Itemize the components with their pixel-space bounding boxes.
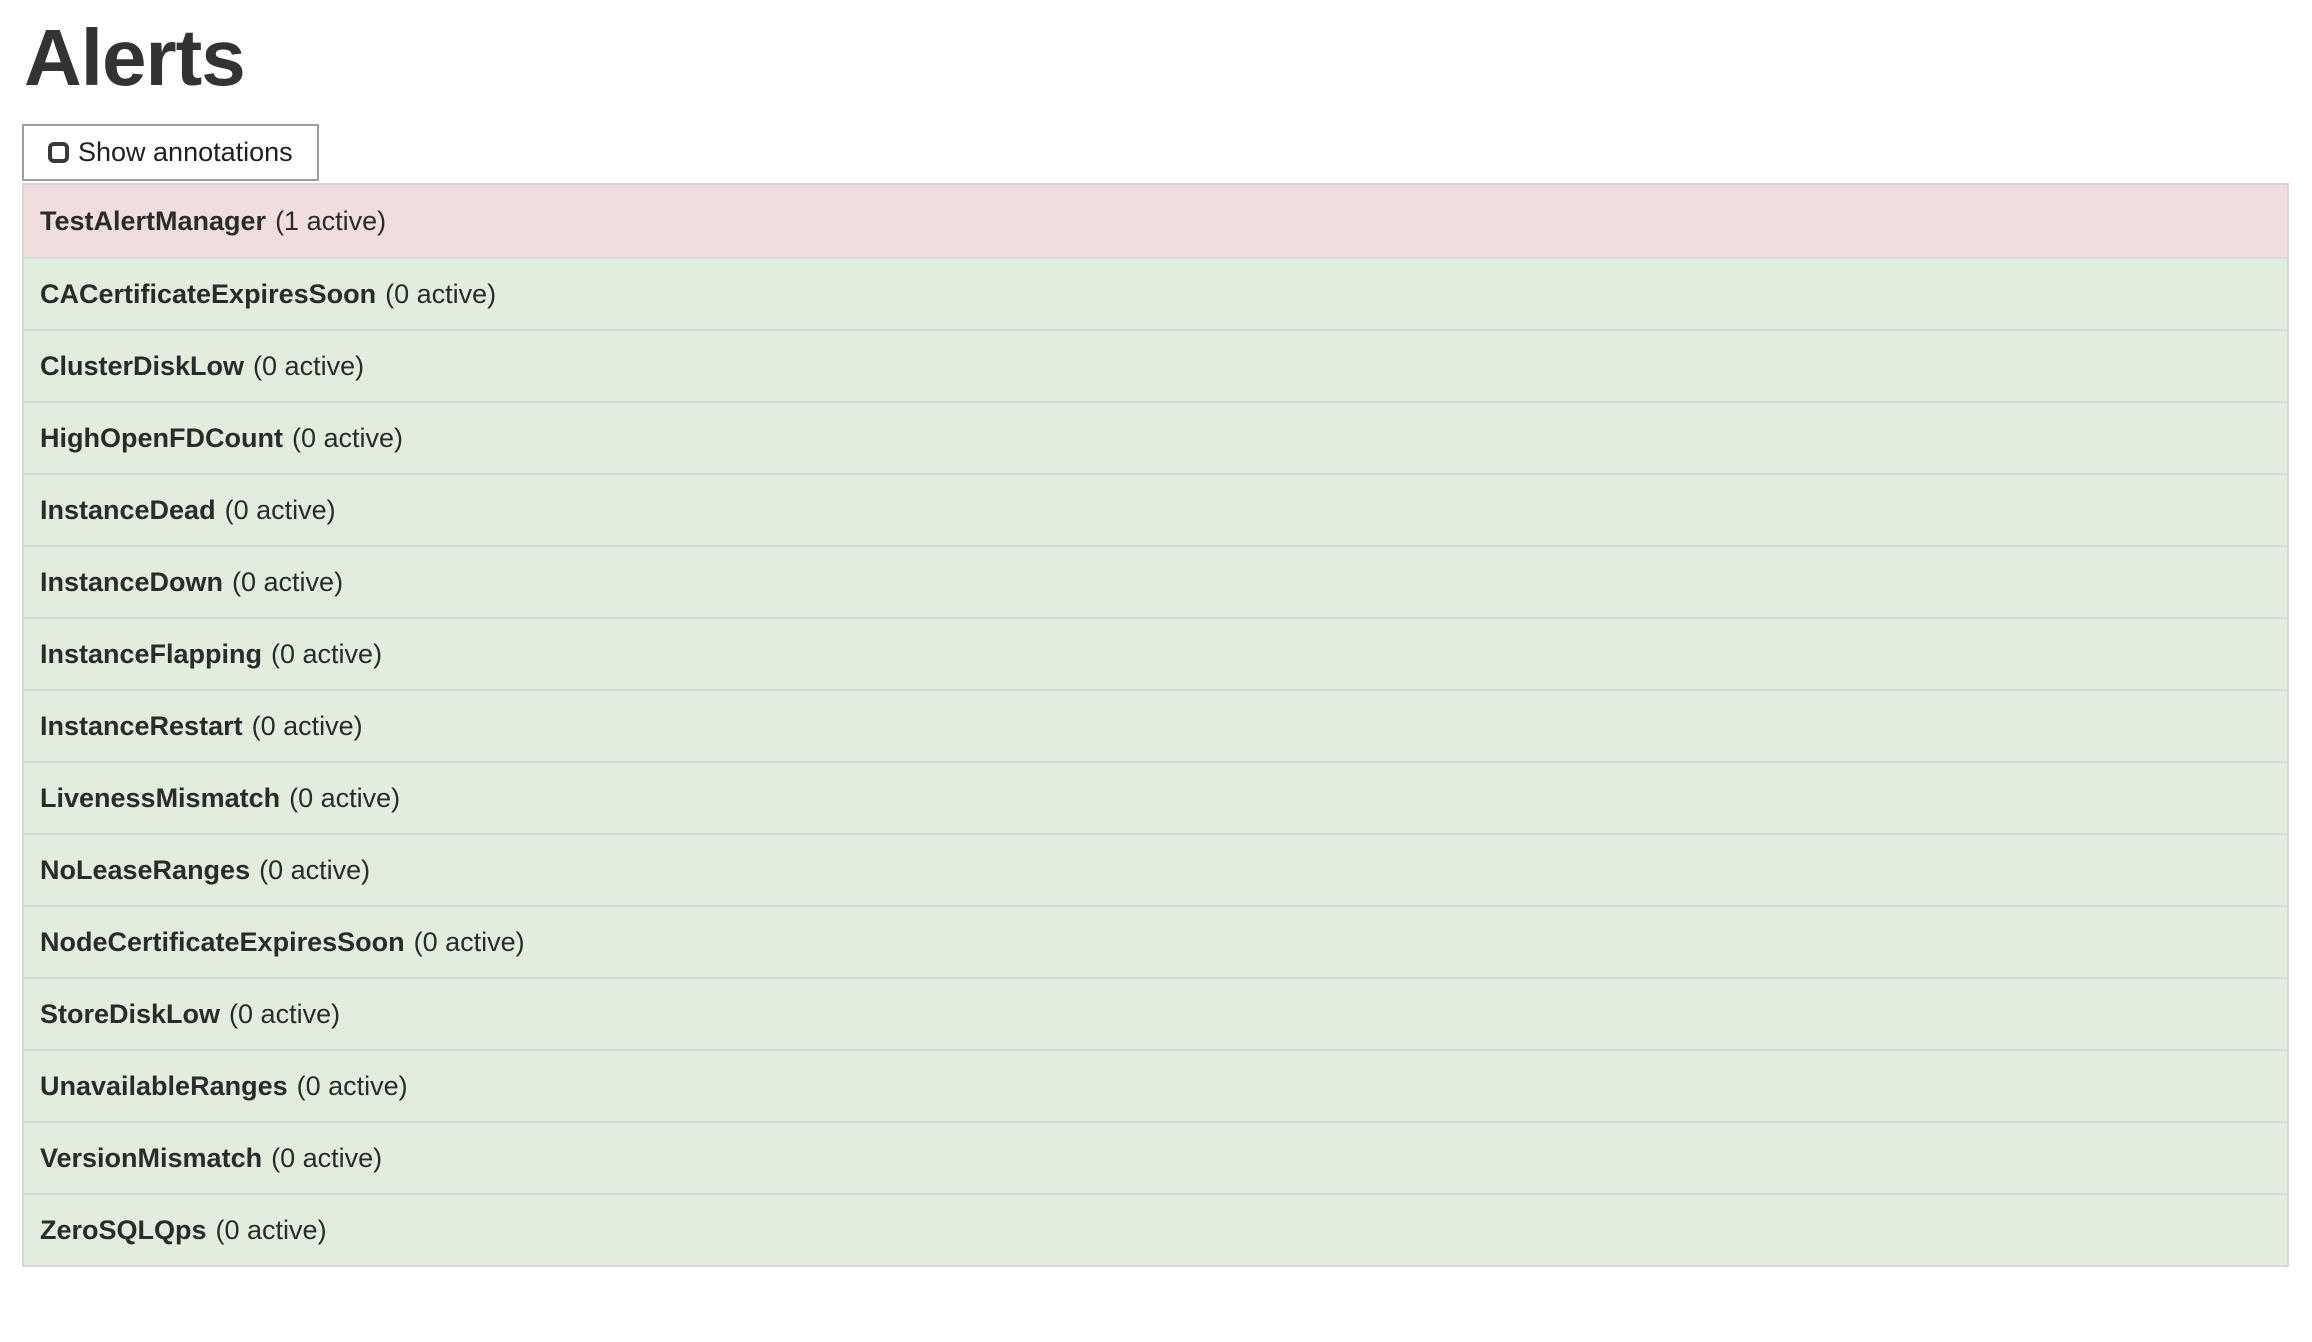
page-title: Alerts [24,13,246,102]
alert-row[interactable]: InstanceDead (0 active) [24,473,2287,545]
alert-name: InstanceDown [40,566,224,597]
alert-name: InstanceRestart [40,710,243,741]
alert-row[interactable]: InstanceDown (0 active) [24,545,2287,617]
show-annotations-button[interactable]: Show annotations [22,124,319,181]
alert-active-count: (0 active) [296,1070,408,1101]
alert-active-count: (0 active) [385,278,497,309]
alert-row[interactable]: InstanceRestart (0 active) [24,689,2287,761]
alert-active-count: (0 active) [259,854,371,885]
alert-active-count: (0 active) [251,710,363,741]
alert-row[interactable]: StoreDiskLow (0 active) [24,977,2287,1049]
alert-row[interactable]: LivenessMismatch (0 active) [24,761,2287,833]
alert-active-count: (1 active) [275,205,387,236]
alert-row[interactable]: VersionMismatch (0 active) [24,1121,2287,1193]
alert-row[interactable]: NoLeaseRanges (0 active) [24,833,2287,905]
toolbar: Show annotations [22,124,2312,181]
alert-name: ZeroSQLQps [40,1214,207,1245]
alert-active-count: (0 active) [291,422,403,453]
alert-active-count: (0 active) [232,566,344,597]
alert-active-count: (0 active) [215,1214,327,1245]
show-annotations-label: Show annotations [78,137,293,167]
alert-row[interactable]: HighOpenFDCount (0 active) [24,401,2287,473]
alert-name: ClusterDiskLow [40,350,245,381]
alert-active-count: (0 active) [289,782,401,813]
alert-name: InstanceFlapping [40,638,263,669]
alert-active-count: (0 active) [271,638,383,669]
alert-row[interactable]: CACertificateExpiresSoon (0 active) [24,257,2287,329]
alert-name: NoLeaseRanges [40,854,251,885]
alert-row[interactable]: ClusterDiskLow (0 active) [24,329,2287,401]
alerts-table: TestAlertManager (1 active) CACertificat… [22,183,2289,1267]
alerts-page: Alerts Show annotations TestAlertManager… [0,10,2312,1267]
alert-name: UnavailableRanges [40,1070,288,1101]
alert-active-count: (0 active) [224,494,336,525]
alert-name: InstanceDead [40,494,216,525]
alert-active-count: (0 active) [229,998,341,1029]
alert-active-count: (0 active) [413,926,525,957]
alert-row[interactable]: InstanceFlapping (0 active) [24,617,2287,689]
alert-name: LivenessMismatch [40,782,281,813]
alert-name: HighOpenFDCount [40,422,283,453]
alert-row[interactable]: UnavailableRanges (0 active) [24,1049,2287,1121]
alert-active-count: (0 active) [271,1142,383,1173]
alert-row[interactable]: TestAlertManager (1 active) [24,185,2287,257]
alert-name: NodeCertificateExpiresSoon [40,926,405,957]
alert-name: StoreDiskLow [40,998,221,1029]
alert-name: TestAlertManager [40,205,267,236]
alert-row[interactable]: NodeCertificateExpiresSoon (0 active) [24,905,2287,977]
alert-active-count: (0 active) [253,350,365,381]
show-annotations-checkbox-icon[interactable] [48,142,69,163]
alert-name: VersionMismatch [40,1142,263,1173]
alert-name: CACertificateExpiresSoon [40,278,377,309]
alert-row[interactable]: ZeroSQLQps (0 active) [24,1193,2287,1265]
